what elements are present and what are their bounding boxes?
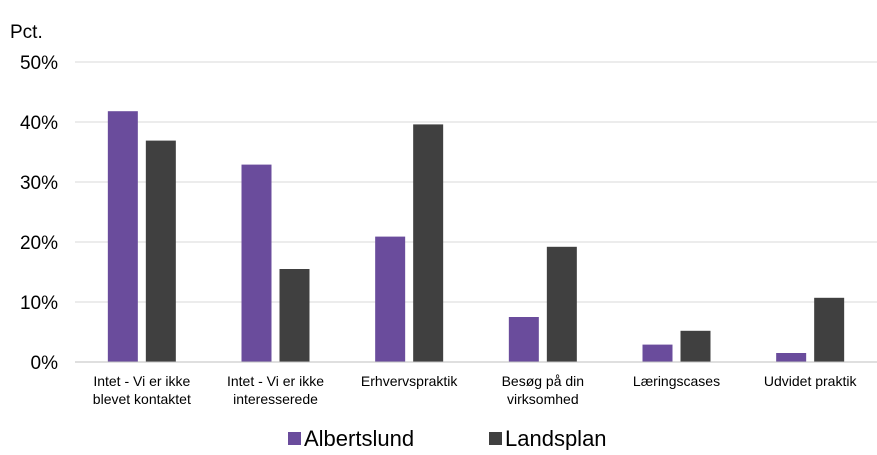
x-tick-label: Intet - Vi er ikke interesserede — [227, 373, 324, 407]
y-tick-labels: 0% 10% 20% 30% 40% 50% — [20, 53, 58, 374]
bar-landsplan-1 — [279, 269, 310, 362]
x-tick-label: Udvidet praktik — [764, 373, 858, 389]
legend-label-albertslund: Albertslund — [304, 426, 414, 450]
y-tick-label: 40% — [20, 113, 58, 134]
y-tick-label: 0% — [31, 353, 59, 374]
x-tick-label: Læringscases — [633, 373, 720, 389]
y-tick-label: 50% — [20, 53, 58, 74]
x-tick-label: Erhvervspraktik — [361, 373, 458, 389]
x-tick-labels: Intet - Vi er ikke blevet kontaktet Intet … — [93, 373, 858, 407]
bar-landsplan-0 — [145, 140, 176, 362]
bars — [107, 111, 845, 363]
bar-landsplan-2 — [413, 124, 444, 363]
y-tick-label: 30% — [20, 173, 58, 194]
bar-albertslund-0 — [107, 111, 138, 362]
bar-albertslund-3 — [508, 317, 539, 362]
gridlines — [75, 61, 877, 303]
legend-swatch-albertslund — [288, 432, 301, 445]
y-tick-label: 20% — [20, 233, 58, 254]
bar-albertslund-2 — [375, 236, 406, 362]
bar-albertslund-1 — [241, 164, 272, 362]
bar-albertslund-4 — [642, 344, 673, 362]
y-axis-label: Pct. — [10, 22, 43, 43]
legend-swatch-landsplan — [489, 432, 502, 445]
y-tick-label: 10% — [20, 293, 58, 314]
bar-landsplan-5 — [814, 297, 845, 362]
legend: Albertslund Landsplan — [288, 426, 607, 451]
legend-label-landsplan: Landsplan — [505, 426, 607, 450]
x-tick-label: Besøg på din virksomhed — [502, 373, 585, 407]
bar-albertslund-5 — [776, 353, 807, 362]
x-tick-label: Intet - Vi er ikke blevet kontaktet — [93, 373, 191, 407]
bar-landsplan-4 — [680, 330, 711, 362]
bar-landsplan-3 — [546, 246, 577, 362]
